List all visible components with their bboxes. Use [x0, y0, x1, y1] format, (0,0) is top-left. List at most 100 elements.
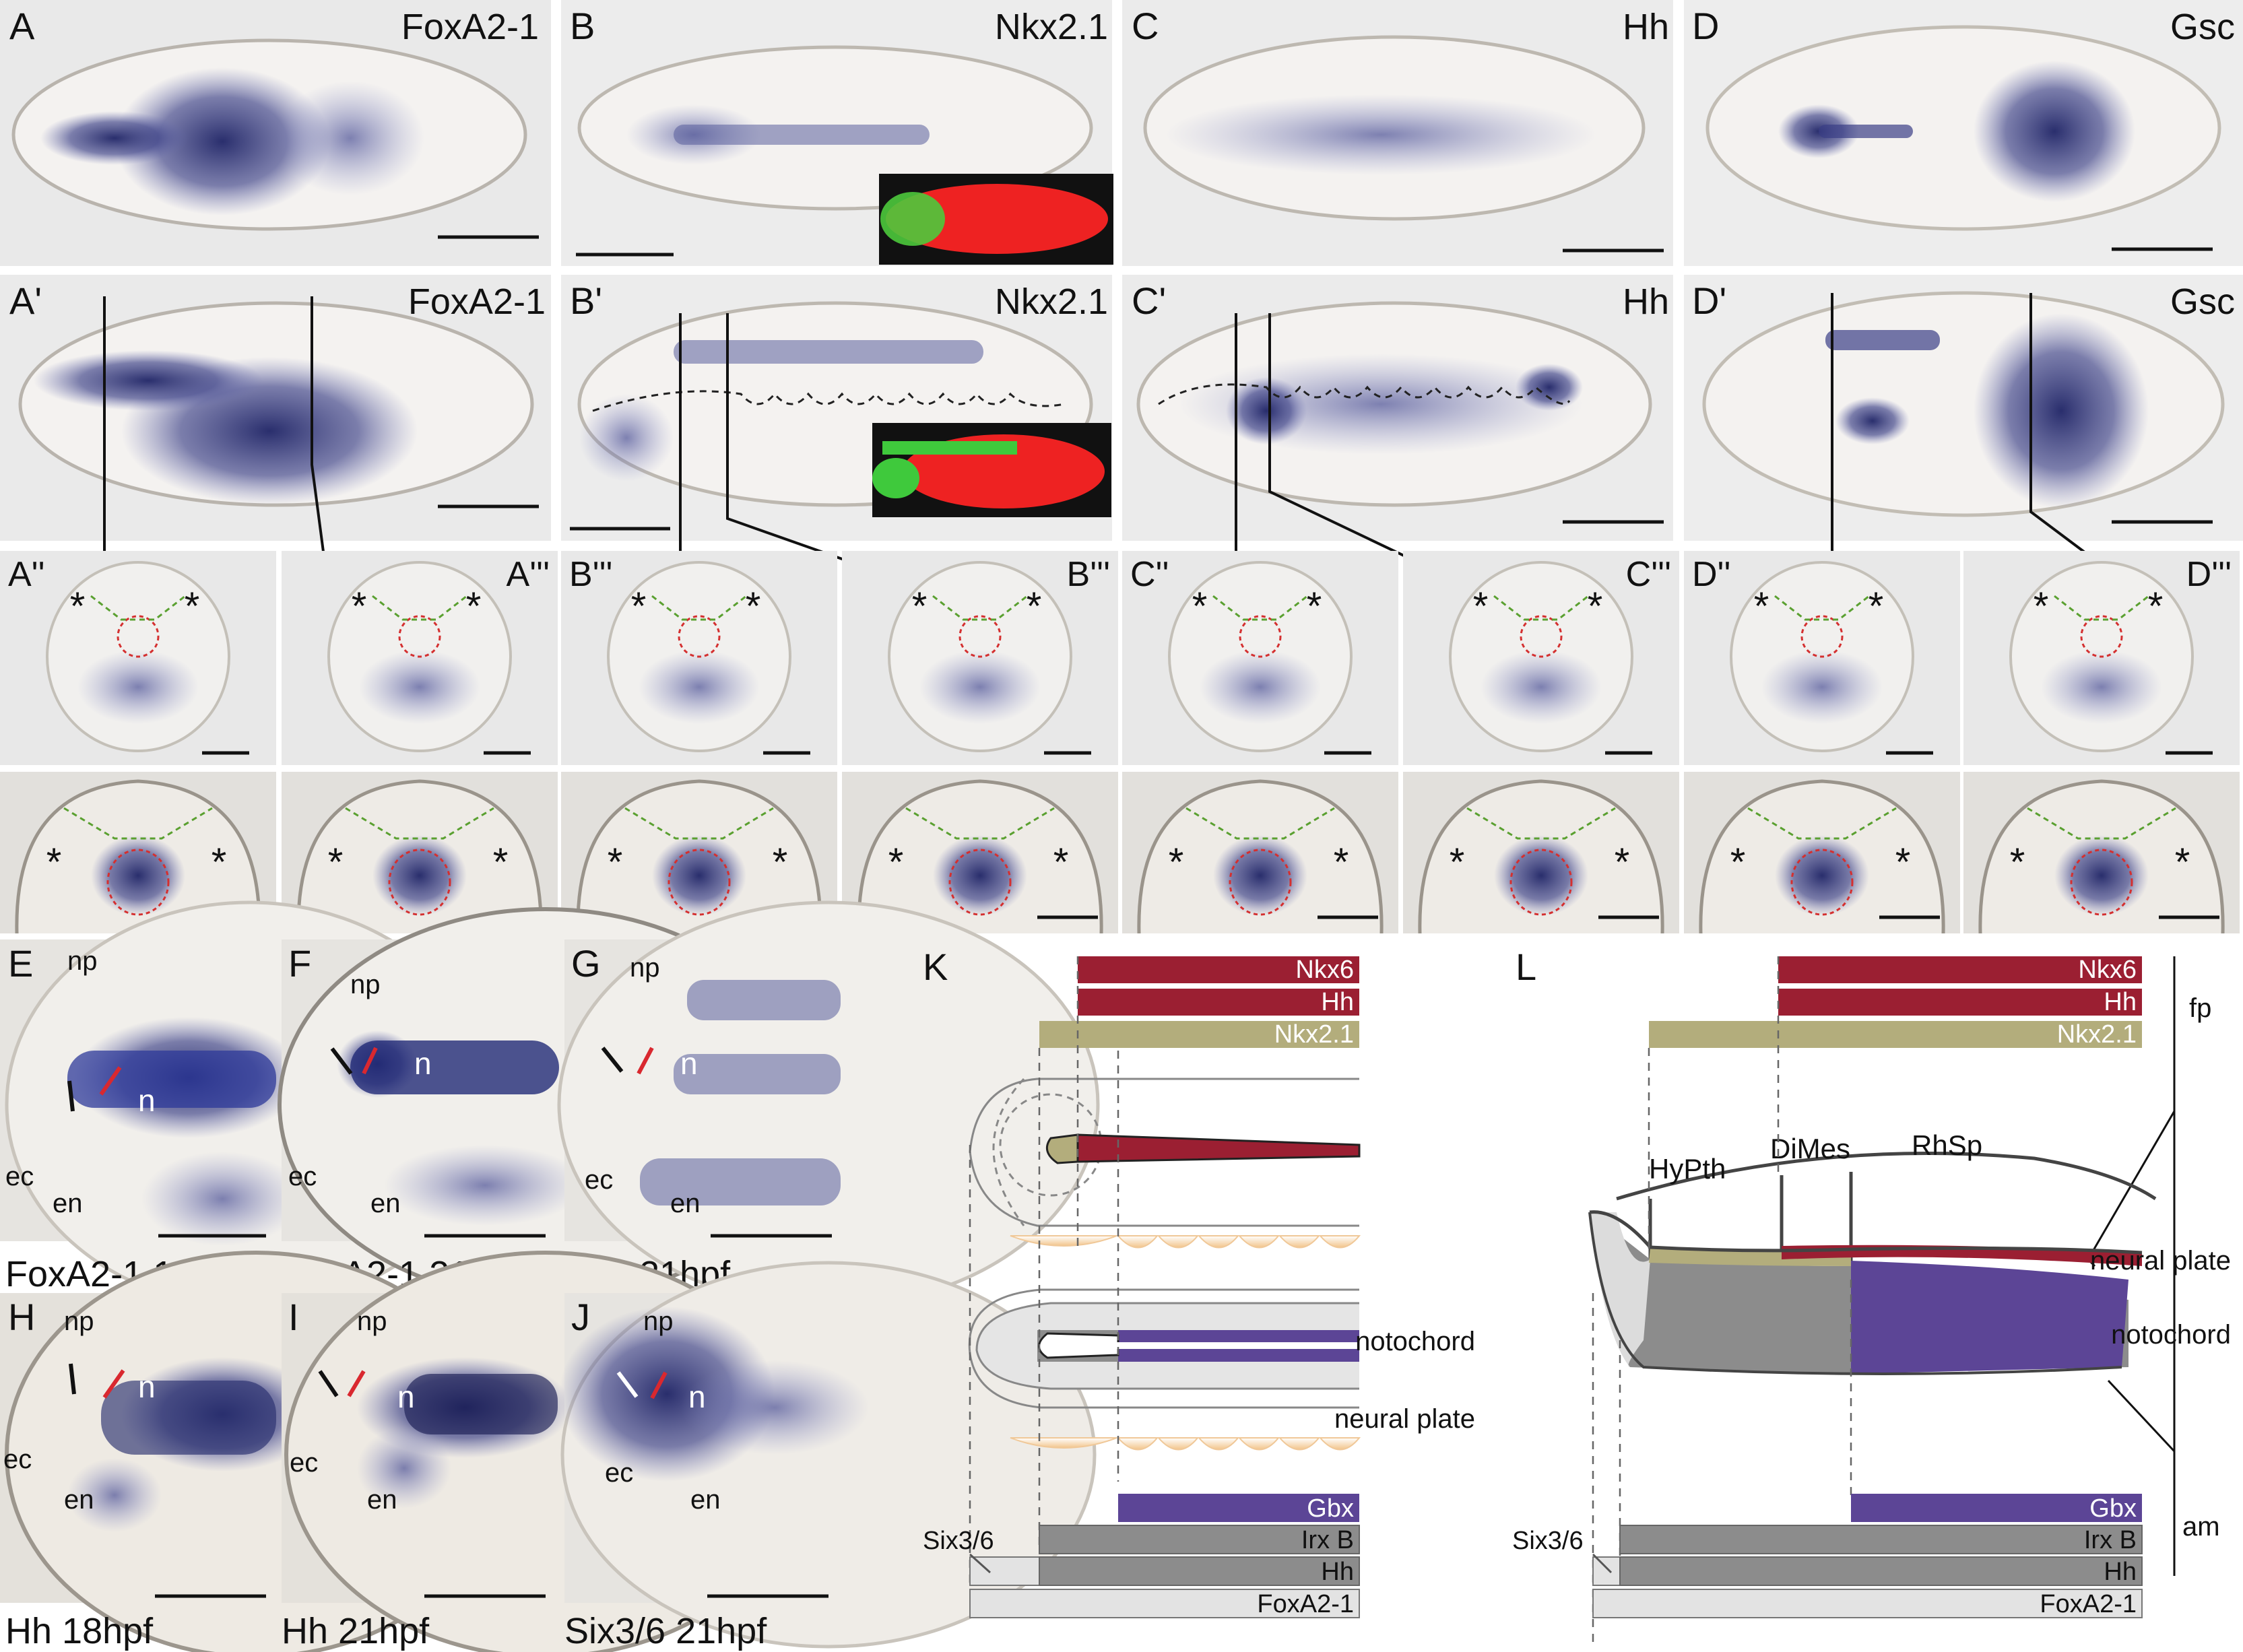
asterisk: * — [1730, 840, 1746, 884]
n-label: n — [138, 1083, 156, 1118]
en-label: en — [370, 1189, 401, 1218]
section-letter: A'' — [8, 555, 45, 594]
section-panel: * * A'' * * — [0, 551, 276, 934]
np-label: np — [357, 1307, 387, 1336]
panel-c: C Hh — [1122, 0, 1673, 266]
en-label: en — [53, 1189, 83, 1218]
asterisk: * — [608, 840, 623, 884]
gene-label: Hh — [1623, 7, 1669, 47]
bar-hh-k — [1039, 1556, 1360, 1586]
asterisk: * — [631, 585, 647, 628]
panel-caption: Six3/6 21hpf — [564, 1611, 767, 1651]
asterisk: * — [1588, 585, 1603, 628]
panel-a: A FoxA2-1 — [0, 0, 551, 266]
gene-label: Nkx2.1 — [995, 7, 1108, 47]
panel-letter: I — [288, 1296, 299, 1338]
asterisk: * — [466, 585, 482, 628]
asterisk: * — [185, 585, 200, 628]
panel-letter: B' — [570, 279, 602, 322]
panel-letter: E — [8, 942, 33, 985]
panel-letter: D — [1692, 5, 1719, 47]
asterisk: * — [888, 840, 904, 884]
panel-h: H np n ec en — [0, 1251, 507, 1652]
notochord-label: notochord — [2111, 1320, 2231, 1350]
bar-label: Gbx — [2089, 1494, 2137, 1523]
bar-nkx6 — [1778, 956, 2142, 983]
asterisk: * — [1895, 840, 1911, 884]
panel-c-prime: C' Hh — [1122, 275, 1673, 541]
panel-letter: B — [570, 5, 595, 47]
panel-letter: D' — [1692, 279, 1726, 322]
n-label: n — [397, 1379, 415, 1414]
asterisk: * — [1053, 840, 1069, 884]
region-label: DiMes — [1770, 1133, 1850, 1164]
asterisk: * — [2148, 585, 2164, 628]
bar-hh — [1078, 989, 1359, 1016]
bar-foxa21 — [1592, 1589, 2143, 1618]
fp-label: fp — [2189, 993, 2211, 1023]
bar-gbx — [1118, 1494, 1359, 1522]
asterisk: * — [2175, 840, 2190, 884]
section-panel: * * D'' * * — [1684, 551, 1960, 934]
am-label: am — [2182, 1512, 2220, 1542]
np-label: np — [64, 1307, 94, 1336]
panel-letter: A' — [9, 279, 42, 322]
bar-hh-l — [1619, 1556, 2143, 1586]
asterisk: * — [1334, 840, 1349, 884]
panel-letter: C — [1132, 5, 1159, 47]
panel-g: G np n ec en — [557, 900, 1100, 1309]
panel-d: D Gsc — [1684, 0, 2243, 266]
bar-label: Nkx2.1 — [2057, 1020, 2137, 1049]
bar-label: Hh — [1321, 1558, 1354, 1586]
section-letter: B''' — [569, 555, 612, 594]
region-label: RhSp — [1912, 1129, 1982, 1161]
gene-label: Gsc — [2170, 7, 2235, 47]
gene-label: FoxA2-1 — [408, 282, 546, 322]
bar-gbx — [1851, 1494, 2142, 1522]
asterisk: * — [70, 585, 86, 628]
panel-caption: Hh 18hpf — [5, 1611, 154, 1651]
bar-hh — [1778, 989, 2142, 1016]
bar-label: Hh — [2104, 988, 2137, 1016]
bar-foxa21 — [969, 1589, 1360, 1618]
asterisk: * — [912, 585, 928, 628]
neural-plate-label: neural plate — [1334, 1404, 1475, 1434]
bar-label: Hh — [1321, 988, 1354, 1016]
panel-letter: F — [288, 942, 311, 985]
panel-j: J np n ec en — [559, 1261, 1097, 1649]
panel-d-prime: D' Gsc — [1684, 275, 2243, 541]
bar-label: FoxA2-1 — [1257, 1590, 1354, 1618]
panel-b-prime: B' Nkx2.1 — [561, 275, 1112, 541]
asterisk: * — [746, 585, 761, 628]
en-label: en — [670, 1189, 701, 1218]
ec-label: ec — [3, 1445, 32, 1474]
ec-label: ec — [585, 1165, 613, 1195]
panel-letter: A — [9, 5, 35, 47]
section-letter: D'' — [1692, 555, 1730, 594]
section-letter: A''' — [507, 555, 550, 594]
asterisk: * — [1868, 585, 1884, 628]
section-panel: * * B''' * * — [842, 551, 1118, 934]
bar-label: Hh — [2104, 1558, 2137, 1586]
asterisk: * — [2034, 585, 2049, 628]
panel-letter: L — [1516, 946, 1536, 988]
bar-label: Nkx6 — [2078, 956, 2137, 984]
bar-label: Nkx2.1 — [1274, 1020, 1354, 1049]
asterisk: * — [1473, 585, 1489, 628]
bar-label: Nkx6 — [1295, 956, 1354, 984]
gene-label: FoxA2-1 — [401, 7, 539, 47]
asterisk: * — [328, 840, 344, 884]
asterisk: * — [2010, 840, 2025, 884]
section-letter: C'' — [1130, 555, 1169, 594]
section-panel: * * A''' * * — [282, 551, 558, 934]
ec-label: ec — [288, 1162, 317, 1191]
neural-plate-label: neural plate — [2090, 1246, 2231, 1276]
section-panel: * * C'' * * — [1122, 551, 1398, 934]
asterisk: * — [1027, 585, 1042, 628]
six36-label: Six3/6 — [1512, 1527, 1584, 1555]
ec-label: ec — [5, 1162, 34, 1191]
bar-label: Gbx — [1307, 1494, 1354, 1523]
bar-nkx21 — [1039, 1021, 1359, 1048]
en-label: en — [367, 1485, 397, 1515]
